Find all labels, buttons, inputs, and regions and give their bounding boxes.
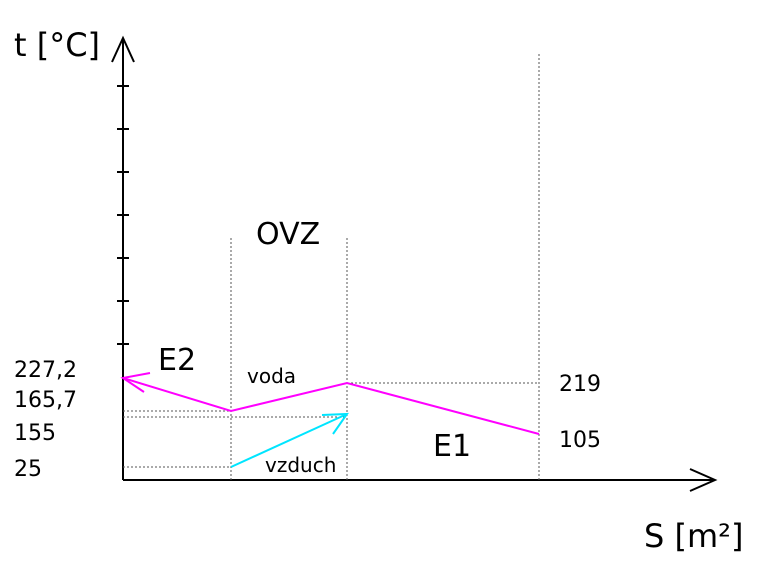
zone-boundaries xyxy=(230,54,540,480)
air-temperature-line xyxy=(230,413,348,468)
right-temperature-labels: 219 105 xyxy=(559,372,601,453)
air-stream-label: vzduch xyxy=(265,453,336,477)
air-arrowhead xyxy=(321,412,349,435)
y-axis-arrowhead xyxy=(111,35,135,63)
temp-label-219: 219 xyxy=(559,372,601,397)
water-arrowhead xyxy=(120,372,151,393)
temp-label-25: 25 xyxy=(14,457,42,482)
temp-label-105: 105 xyxy=(559,428,601,453)
y-axis-label: t [°C] xyxy=(14,26,100,64)
water-stream: voda xyxy=(120,364,540,435)
air-stream: vzduch xyxy=(230,412,349,477)
left-temperature-labels: 227,2 165,7 155 25 xyxy=(14,358,77,482)
water-stream-label: voda xyxy=(247,364,296,388)
zone-label-ovz: OVZ xyxy=(256,217,320,252)
temperature-guides xyxy=(123,382,539,468)
x-axis-label: S [m²] xyxy=(644,517,743,555)
axes xyxy=(111,35,718,492)
water-temperature-line xyxy=(122,377,540,435)
temp-label-227-2: 227,2 xyxy=(14,358,77,383)
zone-label-e1: E1 xyxy=(433,429,471,464)
temp-label-155: 155 xyxy=(14,421,56,446)
temp-label-165-7: 165,7 xyxy=(14,388,77,413)
x-axis-arrowhead xyxy=(689,468,718,492)
zone-label-e2: E2 xyxy=(158,343,196,378)
y-axis-ticks xyxy=(117,85,129,345)
